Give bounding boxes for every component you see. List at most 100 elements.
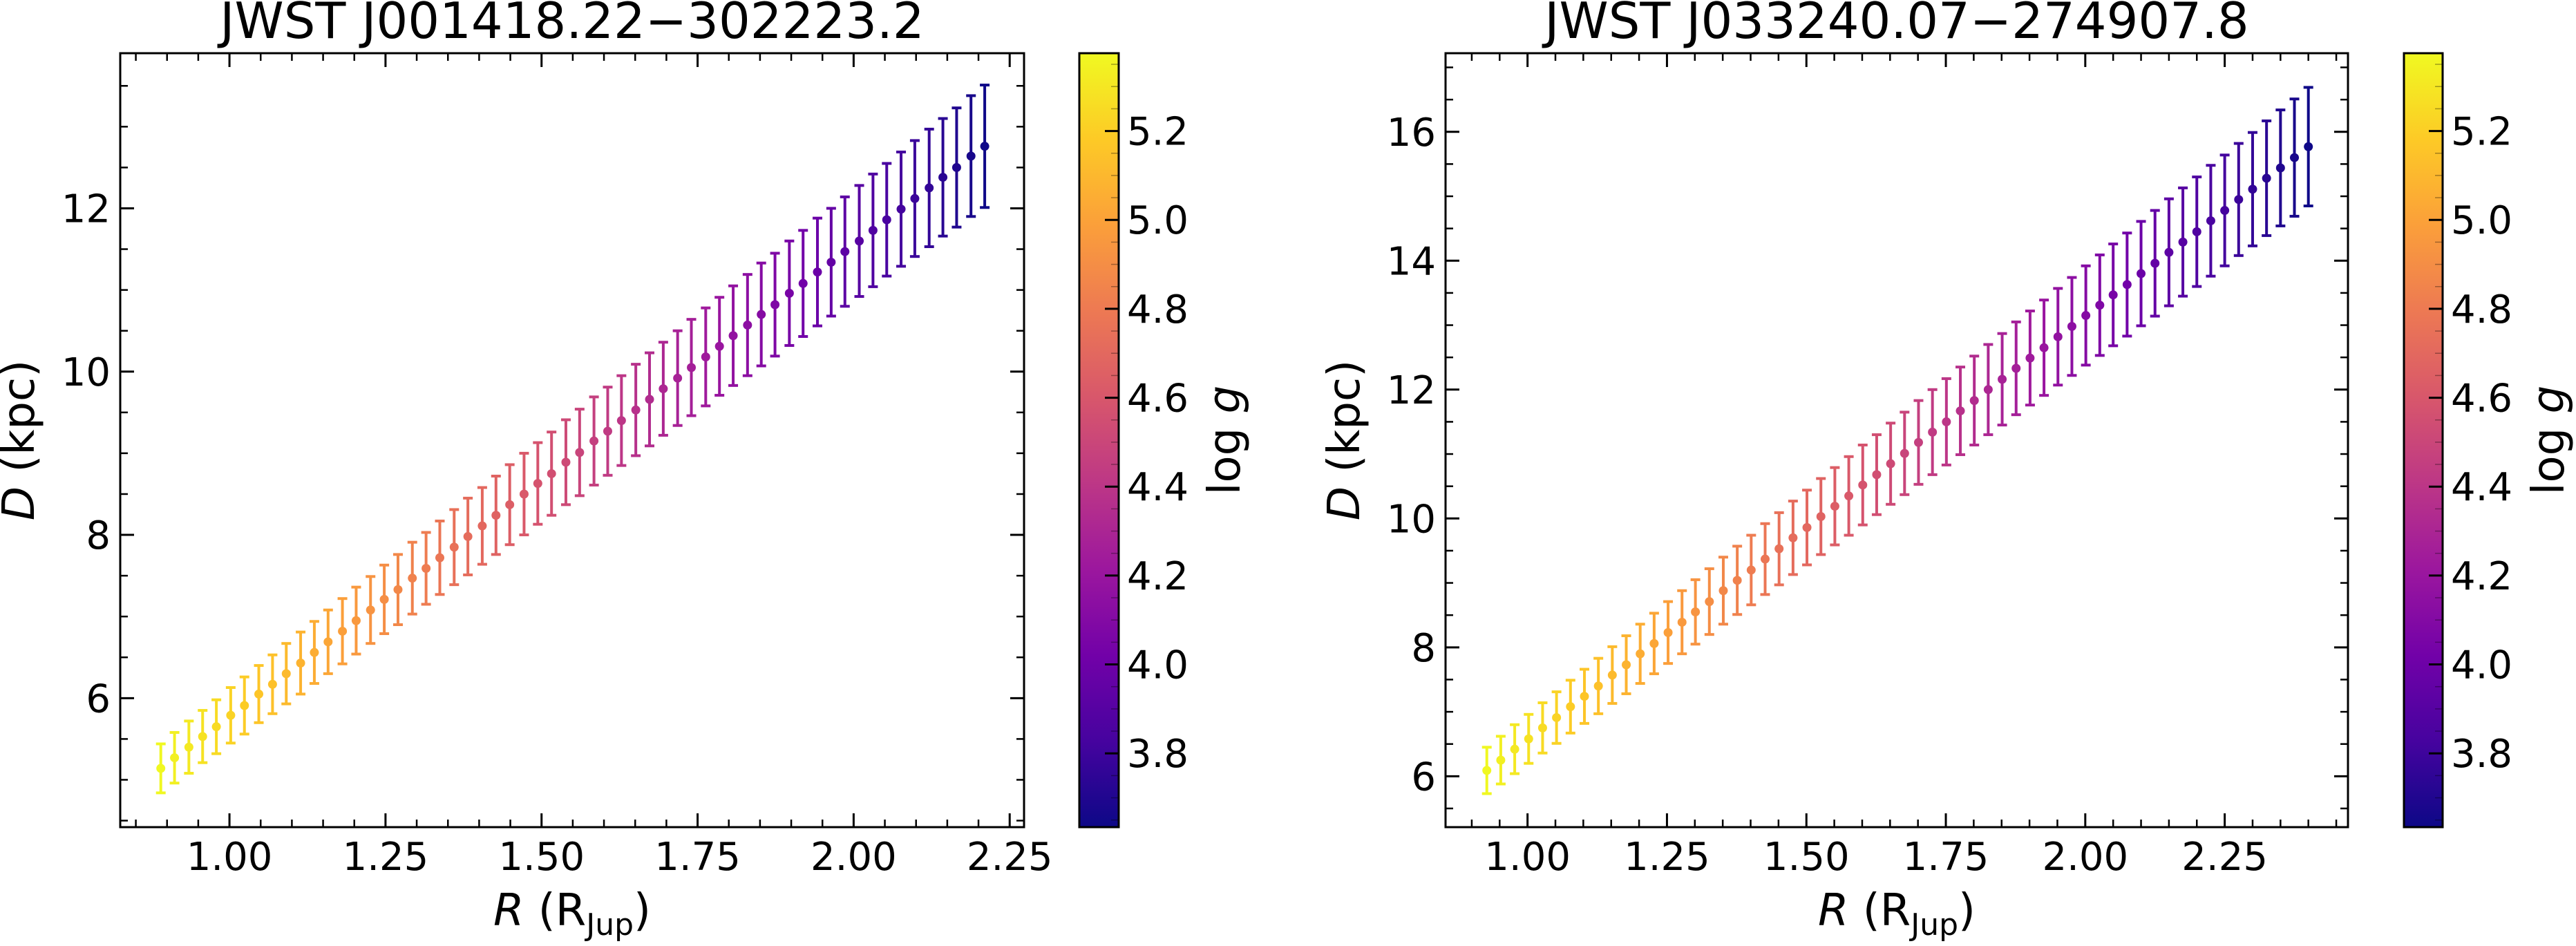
marker [1566,702,1575,712]
marker [1955,406,1965,416]
marker [1607,670,1617,680]
data-point [1830,466,1840,547]
data-point [1774,511,1784,587]
data-point [616,374,627,467]
colorbar-tick-label: 4.2 [2451,554,2512,599]
marker [2275,163,2285,173]
marker [868,225,878,235]
data-point [756,261,766,368]
x-axis-label-unit: (R [524,885,586,936]
marker [1677,617,1687,627]
colorbar-tick-label: 3.8 [1127,732,1188,777]
data-point [519,451,529,537]
y-tick-label: 10 [61,350,111,395]
panel-title: JWST J033240.07−274907.8 [1542,0,2248,50]
data-point [1816,477,1826,556]
data-point [2275,108,2286,227]
data-point [645,351,655,448]
data-point [784,239,795,347]
axes-frame [1444,52,2349,829]
data-point [1969,354,1980,446]
x-tick-label: 2.25 [967,835,1053,880]
marker [673,373,683,383]
marker [408,574,417,583]
marker [226,710,236,720]
data-point [1495,735,1506,786]
marker [882,215,891,225]
data-point [421,531,431,606]
marker [951,162,961,172]
data-point [155,742,166,795]
data-point [2150,209,2160,318]
marker [547,469,556,478]
data-point [770,252,780,358]
marker [2206,216,2215,225]
marker [1552,712,1562,722]
marker [687,363,697,372]
marker [840,247,850,256]
marker [1580,692,1589,701]
y-tick-label: 8 [1411,626,1436,671]
marker [1998,375,2007,384]
marker [533,479,542,489]
colorbar-label-var: g [1200,386,1251,414]
data-point [254,664,264,724]
data-point [449,508,460,587]
data-point [2219,153,2230,267]
data-point [714,296,725,397]
data-point [2247,131,2257,247]
data-point [1955,366,1966,456]
marker [1524,734,1533,744]
marker [338,626,348,636]
marker [2137,269,2146,278]
marker [1691,607,1701,617]
marker [925,183,934,193]
marker [1872,470,1882,480]
data-point [1844,455,1854,537]
data-point [366,575,376,645]
marker [1732,576,1742,585]
marker [2248,185,2257,194]
marker [296,659,305,668]
marker [2053,332,2063,341]
marker [714,341,724,351]
data-point [589,395,599,486]
marker [1802,522,1812,532]
marker [2164,247,2174,257]
marker [463,531,473,541]
x-axis-label-sub: Jup [584,907,634,943]
marker [938,173,948,182]
data-point [1913,399,1924,486]
marker [910,193,920,203]
colorbar-tick-label: 5.2 [1127,110,1188,155]
data-point [309,620,319,685]
colorbar-label: log g [2523,386,2575,495]
data-point [742,273,752,377]
data-point [924,127,934,248]
marker [728,331,738,341]
marker [659,384,668,394]
data-point [239,675,249,736]
y-tick-label: 6 [86,677,111,721]
colorbar-bar [2403,52,2444,829]
marker [2234,195,2244,205]
marker [1746,565,1756,575]
data-point [1802,489,1812,567]
data-point [1635,623,1645,685]
data-point [1579,668,1589,725]
x-axis-label-unit: (R [1848,885,1911,936]
data-point [574,408,585,498]
data-point [323,608,333,675]
data-point [1746,533,1756,607]
data-point [951,106,962,229]
data-point [1900,410,1910,496]
data-point [1997,332,2007,427]
data-point [547,431,557,517]
marker [1482,766,1492,775]
data-point [2303,86,2313,208]
marker [351,616,361,625]
marker [2290,153,2300,162]
colorbar-tick-label: 3.8 [2451,732,2512,777]
x-tick-label: 2.00 [2042,835,2128,880]
marker [1622,660,1631,670]
